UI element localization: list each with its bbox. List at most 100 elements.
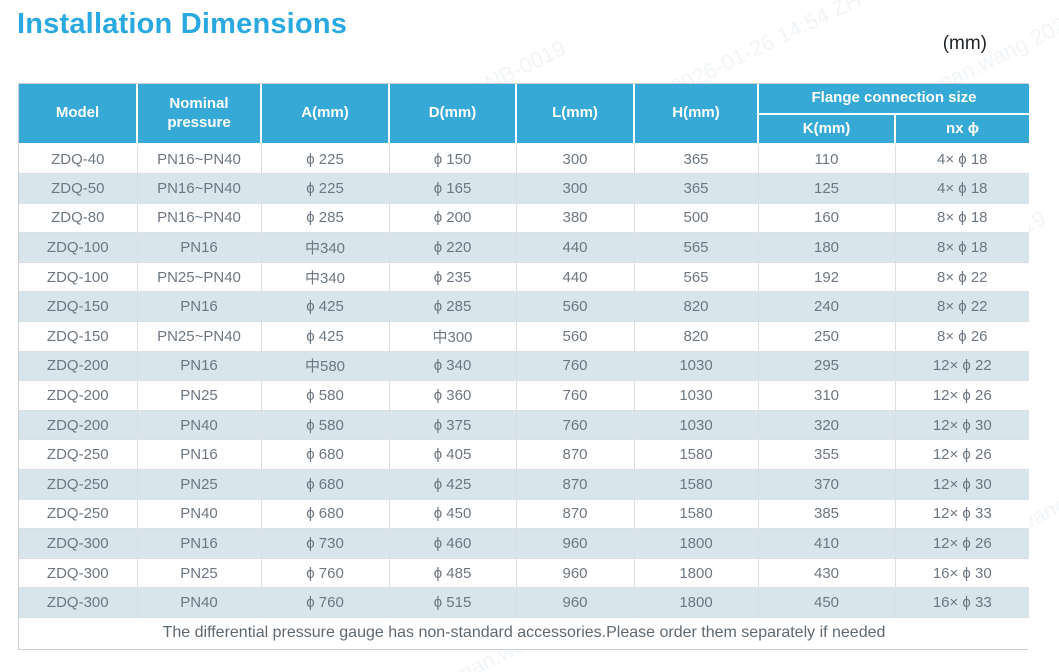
cell-k: 410 xyxy=(758,528,896,559)
cell-n-phi: 12× ϕ 30 xyxy=(895,469,1029,500)
cell-model: ZDQ-300 xyxy=(19,528,138,559)
cell-l: 300 xyxy=(516,173,635,204)
cell-a: ϕ 580 xyxy=(261,380,390,411)
cell-l: 960 xyxy=(516,587,635,618)
cell-a: ϕ 730 xyxy=(261,528,390,559)
cell-model: ZDQ-250 xyxy=(19,499,138,530)
cell-a: 中340 xyxy=(261,232,390,263)
cell-a: ϕ 225 xyxy=(261,173,390,204)
table-row: ZDQ-200 PN16 中580 ϕ 340 760 1030 295 12×… xyxy=(19,351,1029,382)
cell-h: 365 xyxy=(634,144,759,175)
cell-k: 310 xyxy=(758,380,896,411)
cell-h: 1580 xyxy=(634,499,759,530)
header-h: H(mm) xyxy=(634,84,759,145)
cell-d: ϕ 165 xyxy=(389,173,517,204)
cell-d: ϕ 485 xyxy=(389,558,517,589)
cell-nominal-pressure: PN25~PN40 xyxy=(137,262,262,293)
cell-nominal-pressure: PN25~PN40 xyxy=(137,321,262,352)
table-row: ZDQ-150 PN16 ϕ 425 ϕ 285 560 820 240 8× … xyxy=(19,291,1029,323)
cell-model: ZDQ-80 xyxy=(19,203,138,234)
cell-nominal-pressure: PN16~PN40 xyxy=(137,173,262,204)
table-footer: The differential pressure gauge has non-… xyxy=(19,617,1029,649)
cell-h: 1030 xyxy=(634,380,759,411)
cell-model: ZDQ-150 xyxy=(19,321,138,352)
header-row-sub: K(mm) nx ϕ xyxy=(19,114,1029,145)
cell-n-phi: 12× ϕ 33 xyxy=(895,499,1029,530)
cell-h: 1800 xyxy=(634,558,759,589)
cell-d: ϕ 405 xyxy=(389,439,517,471)
cell-l: 560 xyxy=(516,321,635,352)
cell-model: ZDQ-300 xyxy=(19,558,138,589)
cell-h: 565 xyxy=(634,262,759,293)
table-row: ZDQ-300 PN40 ϕ 760 ϕ 515 960 1800 450 16… xyxy=(19,587,1029,618)
cell-a: ϕ 680 xyxy=(261,439,390,471)
cell-d: ϕ 285 xyxy=(389,291,517,323)
cell-l: 440 xyxy=(516,262,635,293)
cell-d: ϕ 460 xyxy=(389,528,517,559)
cell-nominal-pressure: PN16 xyxy=(137,528,262,559)
cell-a: ϕ 760 xyxy=(261,558,390,589)
header-a: A(mm) xyxy=(261,84,390,145)
table-row: ZDQ-250 PN16 ϕ 680 ϕ 405 870 1580 355 12… xyxy=(19,439,1029,471)
cell-model: ZDQ-100 xyxy=(19,262,138,293)
dimensions-table: Model Nominal pressure A(mm) D(mm) L(mm)… xyxy=(19,84,1029,649)
cell-a: ϕ 285 xyxy=(261,203,390,234)
header-nominal-pressure: Nominal pressure xyxy=(137,84,262,145)
cell-nominal-pressure: PN25 xyxy=(137,469,262,500)
footer-row: The differential pressure gauge has non-… xyxy=(19,617,1029,649)
cell-nominal-pressure: PN16 xyxy=(137,351,262,382)
cell-l: 300 xyxy=(516,144,635,175)
cell-l: 870 xyxy=(516,469,635,500)
table-row: ZDQ-250 PN25 ϕ 680 ϕ 425 870 1580 370 12… xyxy=(19,469,1029,500)
cell-h: 1800 xyxy=(634,528,759,559)
cell-model: ZDQ-40 xyxy=(19,144,138,175)
cell-d: ϕ 360 xyxy=(389,380,517,411)
cell-l: 870 xyxy=(516,439,635,471)
table-row: ZDQ-100 PN16 中340 ϕ 220 440 565 180 8× ϕ… xyxy=(19,232,1029,263)
table-row: ZDQ-300 PN16 ϕ 730 ϕ 460 960 1800 410 12… xyxy=(19,528,1029,559)
cell-h: 1800 xyxy=(634,587,759,618)
table-header: Model Nominal pressure A(mm) D(mm) L(mm)… xyxy=(19,84,1029,145)
cell-n-phi: 16× ϕ 30 xyxy=(895,558,1029,589)
cell-k: 430 xyxy=(758,558,896,589)
cell-n-phi: 4× ϕ 18 xyxy=(895,173,1029,204)
cell-h: 1030 xyxy=(634,410,759,441)
cell-a: ϕ 680 xyxy=(261,499,390,530)
cell-n-phi: 8× ϕ 22 xyxy=(895,291,1029,323)
cell-model: ZDQ-100 xyxy=(19,232,138,263)
cell-d: 中300 xyxy=(389,321,517,352)
cell-l: 560 xyxy=(516,291,635,323)
cell-nominal-pressure: PN16 xyxy=(137,439,262,471)
cell-d: ϕ 375 xyxy=(389,410,517,441)
cell-l: 440 xyxy=(516,232,635,263)
cell-k: 125 xyxy=(758,173,896,204)
cell-a: 中580 xyxy=(261,351,390,382)
cell-a: ϕ 580 xyxy=(261,410,390,441)
cell-model: ZDQ-200 xyxy=(19,380,138,411)
cell-k: 295 xyxy=(758,351,896,382)
table-row: ZDQ-80 PN16~PN40 ϕ 285 ϕ 200 380 500 160… xyxy=(19,203,1029,234)
cell-a: ϕ 760 xyxy=(261,587,390,618)
cell-a: ϕ 425 xyxy=(261,321,390,352)
cell-nominal-pressure: PN40 xyxy=(137,410,262,441)
table-row: ZDQ-100 PN25~PN40 中340 ϕ 235 440 565 192… xyxy=(19,262,1029,293)
cell-a: 中340 xyxy=(261,262,390,293)
cell-d: ϕ 450 xyxy=(389,499,517,530)
cell-k: 160 xyxy=(758,203,896,234)
cell-n-phi: 12× ϕ 26 xyxy=(895,439,1029,471)
cell-h: 1580 xyxy=(634,439,759,471)
table-row: ZDQ-200 PN40 ϕ 580 ϕ 375 760 1030 320 12… xyxy=(19,410,1029,441)
cell-n-phi: 12× ϕ 30 xyxy=(895,410,1029,441)
dimensions-table-container: Model Nominal pressure A(mm) D(mm) L(mm)… xyxy=(18,83,1029,650)
cell-d: ϕ 235 xyxy=(389,262,517,293)
table-row: ZDQ-50 PN16~PN40 ϕ 225 ϕ 165 300 365 125… xyxy=(19,173,1029,204)
cell-nominal-pressure: PN16 xyxy=(137,291,262,323)
cell-h: 565 xyxy=(634,232,759,263)
cell-nominal-pressure: PN25 xyxy=(137,558,262,589)
cell-k: 370 xyxy=(758,469,896,500)
cell-n-phi: 4× ϕ 18 xyxy=(895,144,1029,175)
cell-l: 380 xyxy=(516,203,635,234)
cell-k: 192 xyxy=(758,262,896,293)
cell-l: 960 xyxy=(516,558,635,589)
